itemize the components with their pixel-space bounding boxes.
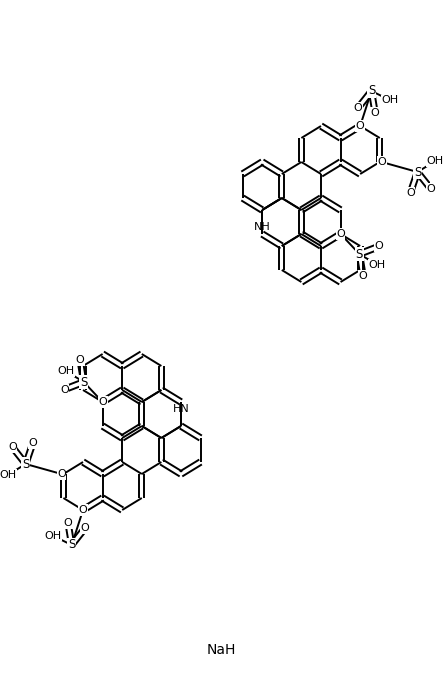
Text: OH: OH [57,366,74,376]
Text: S: S [80,376,87,389]
Text: O: O [60,385,69,395]
Text: O: O [371,108,380,118]
Text: S: S [368,85,375,97]
Text: S: S [68,538,75,552]
Text: O: O [98,397,107,407]
Text: HN: HN [173,404,189,414]
Text: NaH: NaH [207,643,236,657]
Text: O: O [356,121,365,131]
Text: O: O [359,271,367,281]
Text: O: O [79,505,87,515]
Text: OH: OH [44,531,62,541]
Text: NH: NH [254,222,271,232]
Text: O: O [28,438,37,448]
Text: OH: OH [0,470,16,480]
Text: O: O [81,523,89,533]
Text: S: S [356,248,363,261]
Text: OH: OH [382,95,399,106]
Text: O: O [354,103,362,113]
Text: O: O [427,184,435,194]
Text: O: O [377,157,386,167]
Text: OH: OH [369,260,386,270]
Text: O: O [374,242,383,251]
Text: OH: OH [427,156,443,166]
Text: O: O [64,519,73,528]
Text: S: S [22,458,29,471]
Text: O: O [406,188,415,198]
Text: O: O [336,229,345,239]
Text: S: S [414,165,421,179]
Text: O: O [76,355,85,366]
Text: O: O [8,442,17,452]
Text: O: O [57,469,66,479]
